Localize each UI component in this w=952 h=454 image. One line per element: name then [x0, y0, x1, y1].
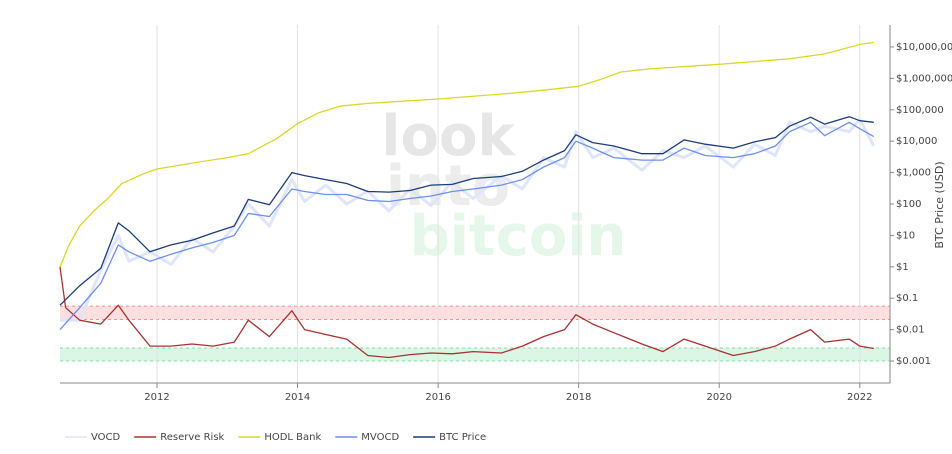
- y-tick-label: $10: [896, 230, 915, 241]
- y-tick-label: $1,000: [896, 168, 931, 179]
- y-tick-label: $10,000: [896, 136, 937, 147]
- legend-label: VOCD: [91, 432, 121, 443]
- x-tick-label: 2012: [144, 392, 169, 403]
- x-tick-label: 2020: [706, 392, 731, 403]
- y-tick-label: $0.01: [896, 325, 925, 336]
- y-tick-label: $1,000,000: [896, 73, 952, 84]
- x-tick-label: 2018: [566, 392, 591, 403]
- legend-label: Reserve Risk: [160, 432, 224, 443]
- legend-item: HODL Bank: [238, 432, 321, 443]
- legend-label: MVOCD: [361, 432, 399, 443]
- series-line: [59, 41, 874, 268]
- legend-item: Reserve Risk: [134, 432, 225, 443]
- legend-item: VOCD: [65, 432, 121, 443]
- zone: [60, 348, 890, 362]
- legend-label: BTC Price: [439, 432, 486, 443]
- zone: [60, 306, 890, 320]
- x-tick-label: 2014: [285, 392, 310, 403]
- legend-item: MVOCD: [335, 432, 399, 443]
- legend-item: BTC Price: [413, 432, 486, 443]
- y-tick-label: $10,000,000: [896, 42, 952, 53]
- legend-label: HODL Bank: [264, 432, 321, 443]
- series-line: [59, 266, 874, 359]
- y-tick-label: $0.1: [896, 293, 918, 304]
- watermark: look: [381, 104, 516, 169]
- y-axis-title: BTC Price (USD): [933, 161, 946, 248]
- y-tick-label: $0.001: [896, 356, 931, 367]
- y-tick-label: $100,000: [896, 105, 944, 116]
- y-tick-label: $100: [896, 199, 921, 210]
- series-line: [59, 116, 874, 306]
- x-tick-label: 2022: [847, 392, 872, 403]
- series-line: [59, 121, 875, 331]
- watermark: bitcoin: [410, 204, 627, 269]
- x-tick-label: 2016: [425, 392, 450, 403]
- y-tick-label: $1: [896, 262, 909, 273]
